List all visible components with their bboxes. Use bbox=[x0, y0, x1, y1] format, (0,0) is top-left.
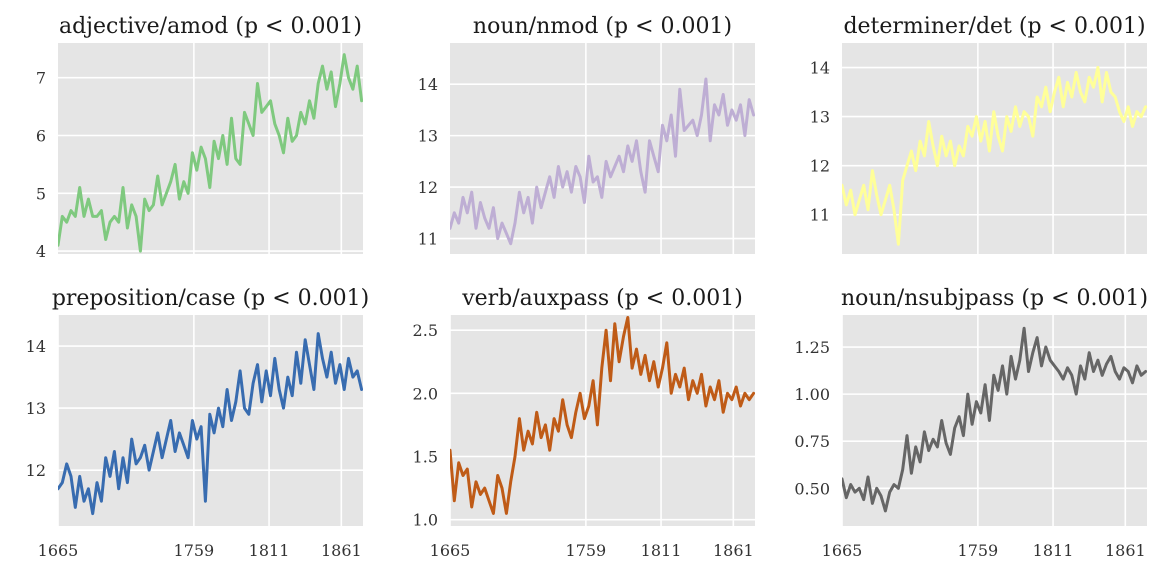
x-tick-label: 1811 bbox=[641, 541, 682, 560]
subplot-title: verb/auxpass (p < 0.001) bbox=[461, 286, 743, 311]
series-line bbox=[58, 332, 363, 516]
x-tick-label: 1759 bbox=[958, 541, 999, 560]
y-tick-label: 7 bbox=[36, 69, 46, 88]
y-tick-label: 0.75 bbox=[794, 432, 830, 451]
y-tick-label: 13 bbox=[810, 108, 830, 127]
series-line bbox=[58, 53, 363, 253]
x-tick-label: 1811 bbox=[1033, 541, 1074, 560]
x-tick-label: 1665 bbox=[822, 541, 863, 560]
y-tick-label: 12 bbox=[418, 178, 438, 197]
series-line bbox=[842, 66, 1147, 246]
y-tick-label: 1.25 bbox=[794, 338, 830, 357]
plot-area bbox=[842, 43, 1147, 254]
y-tick-label: 11 bbox=[810, 206, 830, 225]
subplot-4: 12 13 14 1665 1759 1811 1861 preposition/case (… bbox=[26, 286, 370, 560]
x-tick-label: 1861 bbox=[1105, 541, 1146, 560]
y-tick-label: 4 bbox=[36, 242, 46, 261]
y-tick-label: 12 bbox=[26, 461, 46, 480]
subplot-title: adjective/amod (p < 0.001) bbox=[59, 14, 362, 39]
x-tick-label: 1665 bbox=[38, 541, 79, 560]
subplot-title: noun/nsubjpass (p < 0.001) bbox=[841, 286, 1148, 311]
y-tick-label: 11 bbox=[418, 230, 438, 249]
y-tick-label: 1.5 bbox=[413, 448, 438, 467]
y-tick-label: 14 bbox=[810, 59, 830, 78]
x-tick-label: 1665 bbox=[430, 541, 471, 560]
subplot-2: 11 12 13 14 noun/nmod (p < 0.001) bbox=[418, 14, 755, 254]
y-tick-label: 14 bbox=[418, 75, 438, 94]
y-tick-label: 12 bbox=[810, 157, 830, 176]
subplot-1: 4 5 6 7 adjective/amod (p < 0.001) bbox=[36, 14, 363, 261]
subplot-title: noun/nmod (p < 0.001) bbox=[473, 14, 732, 39]
y-tick-label: 13 bbox=[26, 399, 46, 418]
y-tick-label: 1.00 bbox=[794, 385, 830, 404]
y-tick-label: 2.0 bbox=[413, 384, 438, 403]
x-tick-label: 1759 bbox=[174, 541, 215, 560]
subplot-5: 1.0 1.5 2.0 2.5 1665 1759 1811 1861 verb/auxpass… bbox=[413, 286, 755, 560]
x-tick-label: 1811 bbox=[249, 541, 290, 560]
subplot-3: 11 12 13 14 determiner/det (p < 0.001) bbox=[810, 14, 1147, 254]
y-tick-label: 5 bbox=[36, 184, 46, 203]
y-tick-label: 2.5 bbox=[413, 321, 438, 340]
x-tick-label: 1861 bbox=[713, 541, 754, 560]
y-tick-label: 13 bbox=[418, 127, 438, 146]
y-tick-label: 14 bbox=[26, 337, 46, 356]
y-tick-label: 6 bbox=[36, 126, 46, 145]
series-line bbox=[450, 316, 755, 515]
subplot-title: preposition/case (p < 0.001) bbox=[52, 286, 369, 311]
subplot-6: 0.50 0.75 1.00 1.25 1665 1759 1811 1861 noun/nsu… bbox=[794, 286, 1148, 560]
plot-area bbox=[450, 43, 755, 254]
y-tick-label: 1.0 bbox=[413, 511, 438, 530]
series-line bbox=[842, 326, 1147, 513]
plot-area bbox=[842, 315, 1147, 526]
y-tick-label: 0.50 bbox=[794, 479, 830, 498]
x-tick-label: 1759 bbox=[566, 541, 607, 560]
subplot-title: determiner/det (p < 0.001) bbox=[843, 14, 1145, 39]
series-line bbox=[450, 77, 755, 246]
x-tick-label: 1861 bbox=[321, 541, 362, 560]
